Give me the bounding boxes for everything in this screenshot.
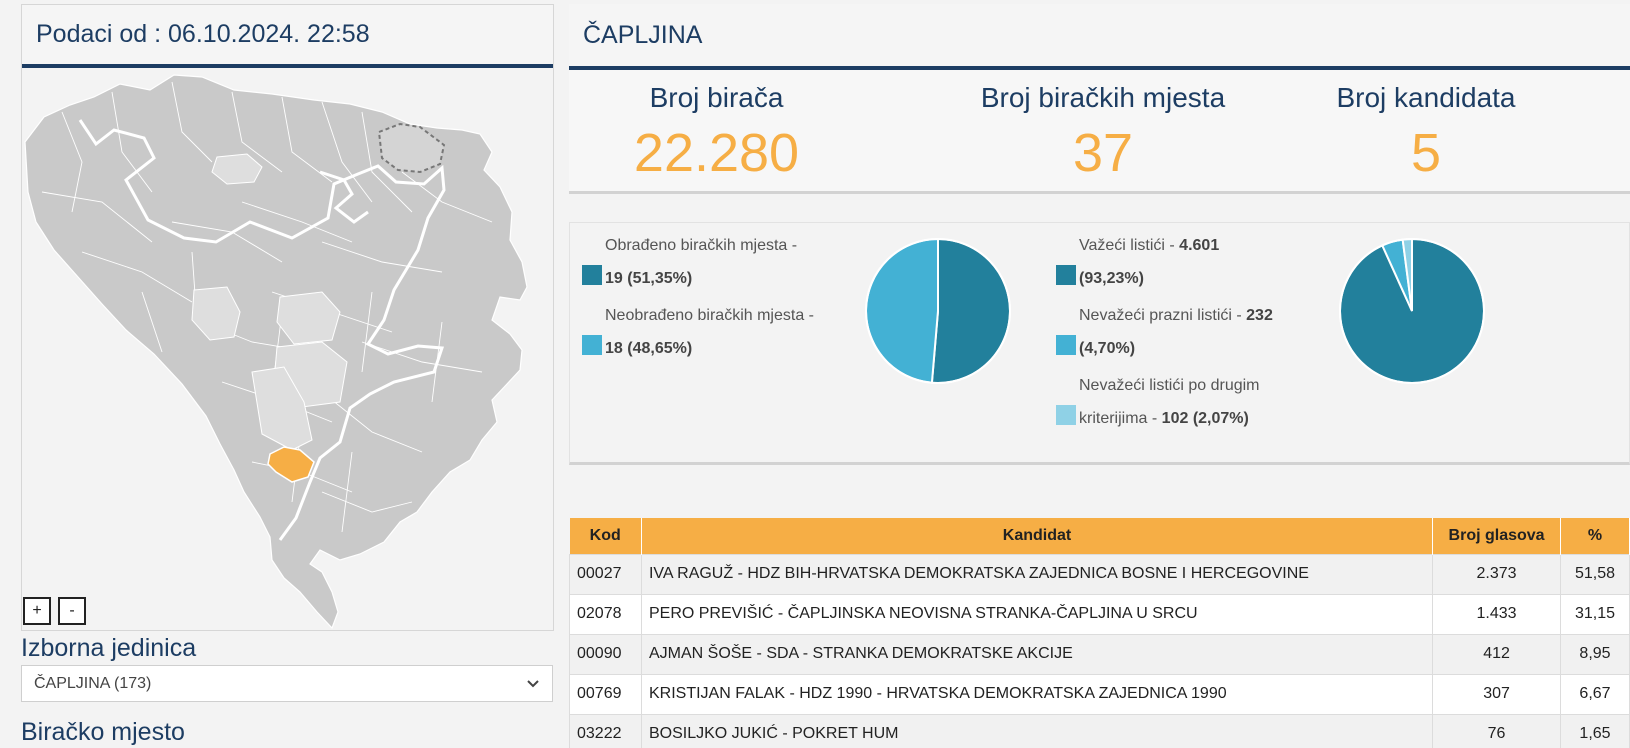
cell-kandidat: AJMAN ŠOŠE - SDA - STRANKA DEMOKRATSKE A… <box>640 633 1434 675</box>
data-timestamp-header: Podaci od : 06.10.2024. 22:58 <box>22 5 553 68</box>
izborna-jedinica-select[interactable]: ČAPLJINA (173) <box>21 665 553 702</box>
table-row[interactable]: 00769 KRISTIJAN FALAK - HDZ 1990 - HRVAT… <box>569 673 1630 715</box>
legend-swatch <box>1056 335 1076 355</box>
country-shape[interactable] <box>24 74 528 630</box>
legend-text-line: Važeći listići - <box>1079 237 1180 254</box>
cell-kandidat: IVA RAGUŽ - HDZ BIH-HRVATSKA DEMOKRATSKA… <box>640 553 1434 595</box>
cell-percent: 1,65 <box>1560 713 1630 748</box>
legend-neobradeno: Neobrađeno biračkih mjesta - 18 (48,65%) <box>582 299 814 365</box>
entity-boundary-line-2 <box>319 170 369 224</box>
municipality-title: ČAPLJINA <box>583 20 703 49</box>
legend-text-line: Obrađeno biračkih mjesta - <box>605 237 798 254</box>
charts-panel: Obrađeno biračkih mjesta - 19 (51,35%) N… <box>569 222 1630 465</box>
results-table: Kod Kandidat Broj glasova % 00027 IVA RA… <box>569 518 1630 748</box>
cell-kandidat: BOSILJKO JUKIĆ - POKRET HUM <box>640 713 1434 748</box>
legend-value: 102 (2,07%) <box>1161 410 1249 427</box>
legend-text-line: Neobrađeno biračkih mjesta - <box>605 307 814 324</box>
legend-value: (4,70%) <box>1079 340 1136 357</box>
table-row[interactable]: 00027 IVA RAGUŽ - HDZ BIH-HRVATSKA DEMOK… <box>569 553 1630 595</box>
izborna-jedinica-value: ČAPLJINA (173) <box>34 674 152 692</box>
bih-map[interactable] <box>22 72 553 630</box>
stat-value: 22.280 <box>633 123 800 183</box>
legend-nevazeci-prazni: Nevažeći prazni listići - 232 (4,70%) <box>1056 299 1273 365</box>
legend-swatch <box>1056 405 1076 425</box>
pie-outline <box>865 238 1011 384</box>
legend-value: 18 (48,65%) <box>605 340 693 357</box>
legend-obradeno: Obrađeno biračkih mjesta - 19 (51,35%) <box>582 229 797 295</box>
stat-label: Broj birača <box>649 82 784 113</box>
cell-broj-glasova: 76 <box>1432 713 1561 748</box>
municipality-header: ČAPLJINA <box>569 4 1630 70</box>
legend-value: (93,23%) <box>1079 270 1144 287</box>
cell-kod: 03222 <box>569 713 642 748</box>
col-header-broj-glasova[interactable]: Broj glasova <box>1432 518 1561 554</box>
stat-broj-kandidata: Broj kandidata 5 <box>1335 82 1517 184</box>
selected-municipality-capljina[interactable] <box>267 446 315 483</box>
brcko-district[interactable] <box>377 122 446 174</box>
col-header-kandidat[interactable]: Kandidat <box>641 518 1434 554</box>
col-header-percent[interactable]: % <box>1560 518 1630 554</box>
pie-chart-listici[interactable] <box>1336 235 1488 387</box>
zoom-in-button[interactable]: + <box>23 597 51 625</box>
stat-value: 37 <box>1072 123 1134 183</box>
entity-boundary-line <box>78 119 446 541</box>
table-row[interactable]: 00090 AJMAN ŠOŠE - SDA - STRANKA DEMOKRA… <box>569 633 1630 675</box>
biracko-mjesto-label: Biračko mjesto <box>21 718 185 746</box>
pie-chart-obrada[interactable] <box>862 235 1014 387</box>
highlighted-regions[interactable] <box>191 153 348 451</box>
cell-broj-glasova: 1.433 <box>1432 593 1561 635</box>
legend-text-line: kriterijima - <box>1079 410 1162 427</box>
legend-vazeci: Važeći listići - 4.601 (93,23%) <box>1056 229 1219 295</box>
chevron-down-icon <box>527 679 539 687</box>
cell-percent: 8,95 <box>1560 633 1630 675</box>
cell-kandidat: PERO PREVIŠIĆ - ČAPLJINSKA NEOVISNA STRA… <box>640 593 1434 635</box>
legend-value: 4.601 <box>1179 237 1220 254</box>
cell-broj-glasova: 412 <box>1432 633 1561 675</box>
legend-swatch <box>582 335 602 355</box>
map-area[interactable]: + - <box>22 72 553 630</box>
izborna-jedinica-label: Izborna jedinica <box>21 634 197 662</box>
stat-label: Broj kandidata <box>1336 82 1516 113</box>
col-header-kod[interactable]: Kod <box>569 518 642 554</box>
cell-percent: 51,58 <box>1560 553 1630 595</box>
legend-value: 19 (51,35%) <box>605 270 693 287</box>
table-header-row: Kod Kandidat Broj glasova % <box>569 518 1630 554</box>
cell-broj-glasova: 2.373 <box>1432 553 1561 595</box>
cell-kod: 00027 <box>569 553 642 595</box>
map-panel: Podaci od : 06.10.2024. 22:58 <box>21 4 554 631</box>
legend-value: 232 <box>1246 307 1273 324</box>
cell-percent: 31,15 <box>1560 593 1630 635</box>
table-row[interactable]: 03222 BOSILJKO JUKIĆ - POKRET HUM 76 1,6… <box>569 713 1630 748</box>
stat-label: Broj biračkih mjesta <box>980 82 1226 113</box>
legend-swatch <box>582 265 602 285</box>
cell-kandidat: KRISTIJAN FALAK - HDZ 1990 - HRVATSKA DE… <box>640 673 1434 715</box>
stat-broj-biraca: Broj birača 22.280 <box>629 82 804 184</box>
cell-kod: 00090 <box>569 633 642 675</box>
stat-value: 5 <box>1410 123 1442 183</box>
cell-kod: 00769 <box>569 673 642 715</box>
cell-broj-glasova: 307 <box>1432 673 1561 715</box>
pie-slice[interactable] <box>930 237 1011 384</box>
stat-broj-birackih-mjesta: Broj biračkih mjesta 37 <box>973 82 1233 184</box>
data-timestamp: Podaci od : 06.10.2024. 22:58 <box>36 20 370 48</box>
legend-text-line: Nevažeći listići po drugim <box>1079 377 1260 394</box>
legend-nevazeci-drugi: Nevažeći listići po drugim kriterijima -… <box>1056 369 1260 435</box>
table-row[interactable]: 02078 PERO PREVIŠIĆ - ČAPLJINSKA NEOVISN… <box>569 593 1630 635</box>
cell-percent: 6,67 <box>1560 673 1630 715</box>
legend-swatch <box>1056 265 1076 285</box>
stats-panel: Broj birača 22.280 Broj biračkih mjesta … <box>569 70 1630 194</box>
cell-kod: 02078 <box>569 593 642 635</box>
pie-slice[interactable] <box>865 237 939 384</box>
pie-outline <box>1339 238 1485 384</box>
zoom-out-button[interactable]: - <box>58 597 86 625</box>
legend-text-line: Nevažeći prazni listići - <box>1079 307 1247 324</box>
